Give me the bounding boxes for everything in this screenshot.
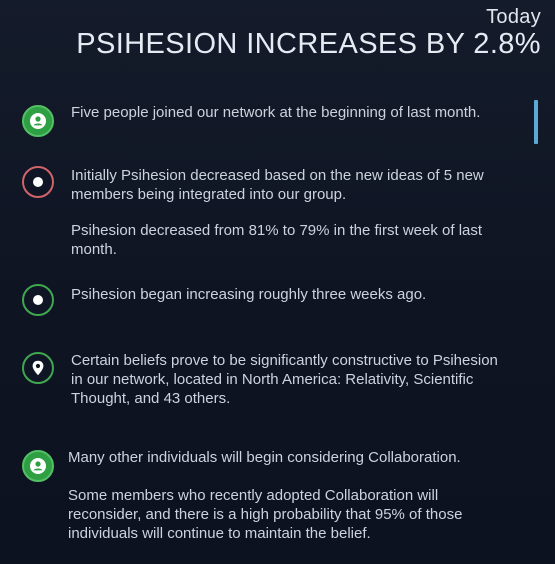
timeline-item-initial-decrease: Initially Psihesion decreased based on t… [0,163,530,263]
headline: PSIHESION INCREASES BY 2.8% [76,28,541,60]
header-date: Today [486,6,541,28]
timeline-text: Psihesion decreased from 81% to 79% in t… [71,222,483,258]
timeline-text: Some members who recently adopted Collab… [68,487,463,542]
timeline-item-beliefs: Certain beliefs prove to be significantl… [0,350,530,412]
dot-icon [22,284,54,316]
dot-icon [22,166,54,198]
location-pin-icon [22,352,54,384]
timeline-item-collaboration: Many other individuals will begin consid… [0,448,530,548]
timeline-text: Initially Psihesion decreased based on t… [71,167,484,203]
scroll-indicator[interactable] [534,100,538,144]
timeline-text: Certain beliefs prove to be significantl… [71,352,498,407]
timeline-item-began-increasing: Psihesion began increasing roughly three… [0,283,530,319]
timeline-text: Psihesion began increasing roughly three… [71,286,427,303]
timeline-text: Many other individuals will begin consid… [68,449,461,466]
timeline-text: Five people joined our network at the be… [71,104,481,121]
person-icon [22,105,54,137]
person-icon [22,450,54,482]
timeline-item-new-members: Five people joined our network at the be… [0,100,530,140]
